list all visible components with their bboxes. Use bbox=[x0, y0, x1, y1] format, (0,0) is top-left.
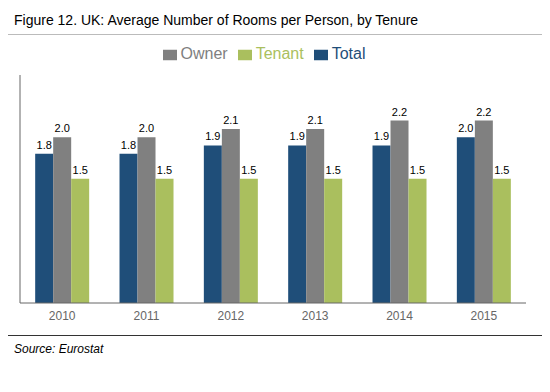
svg-text:2013: 2013 bbox=[302, 309, 329, 323]
svg-text:1.8: 1.8 bbox=[37, 139, 52, 151]
svg-text:1.9: 1.9 bbox=[205, 130, 220, 142]
svg-text:2010: 2010 bbox=[49, 309, 76, 323]
svg-text:1.5: 1.5 bbox=[326, 164, 341, 176]
svg-text:2.1: 2.1 bbox=[223, 114, 238, 126]
svg-text:1.5: 1.5 bbox=[157, 164, 172, 176]
html-text:Source: Eurostat: Source: Eurostat bbox=[14, 342, 104, 356]
svg-text:1.8: 1.8 bbox=[121, 139, 136, 151]
svg-text:2.0: 2.0 bbox=[55, 122, 70, 134]
svg-text:2.0: 2.0 bbox=[139, 122, 154, 134]
svg-text:2015: 2015 bbox=[470, 309, 497, 323]
svg-text:2.2: 2.2 bbox=[476, 106, 491, 118]
svg-text:1.5: 1.5 bbox=[241, 164, 256, 176]
html-text:Figure 12. UK: Average Number: Figure 12. UK: Average Number of Rooms p… bbox=[14, 12, 419, 28]
svg-text:1.9: 1.9 bbox=[290, 130, 305, 142]
svg-text:2012: 2012 bbox=[217, 309, 244, 323]
html-text:Total: Total bbox=[331, 45, 366, 62]
svg-text:2.1: 2.1 bbox=[308, 114, 323, 126]
svg-text:1.9: 1.9 bbox=[374, 130, 389, 142]
svg-text:2.0: 2.0 bbox=[458, 122, 473, 134]
svg-text:2014: 2014 bbox=[386, 309, 413, 323]
svg-text:1.5: 1.5 bbox=[410, 164, 425, 176]
svg-text:1.5: 1.5 bbox=[73, 164, 88, 176]
html-text:Tenant: Tenant bbox=[255, 45, 304, 62]
svg-text:2.2: 2.2 bbox=[392, 106, 407, 118]
svg-text:1.5: 1.5 bbox=[494, 164, 509, 176]
svg-text:2011: 2011 bbox=[134, 309, 160, 323]
html-text:Owner: Owner bbox=[180, 45, 228, 62]
